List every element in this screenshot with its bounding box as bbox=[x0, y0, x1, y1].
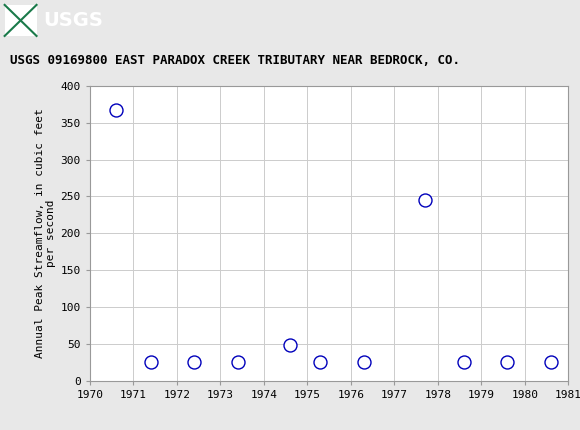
Point bbox=[503, 359, 512, 366]
Point bbox=[420, 197, 429, 203]
Point bbox=[146, 359, 155, 366]
Point bbox=[546, 359, 556, 366]
Point bbox=[233, 359, 242, 366]
Point bbox=[190, 359, 199, 366]
Text: USGS: USGS bbox=[44, 11, 103, 30]
Point bbox=[111, 106, 121, 113]
Text: USGS 09169800 EAST PARADOX CREEK TRIBUTARY NEAR BEDROCK, CO.: USGS 09169800 EAST PARADOX CREEK TRIBUTA… bbox=[10, 55, 461, 68]
Bar bbox=[5, 5, 37, 36]
Point bbox=[316, 359, 325, 366]
Point bbox=[285, 342, 295, 349]
Point bbox=[359, 359, 368, 366]
Y-axis label: Annual Peak Streamflow, in cubic feet
per second: Annual Peak Streamflow, in cubic feet pe… bbox=[35, 108, 56, 358]
Point bbox=[459, 359, 469, 366]
